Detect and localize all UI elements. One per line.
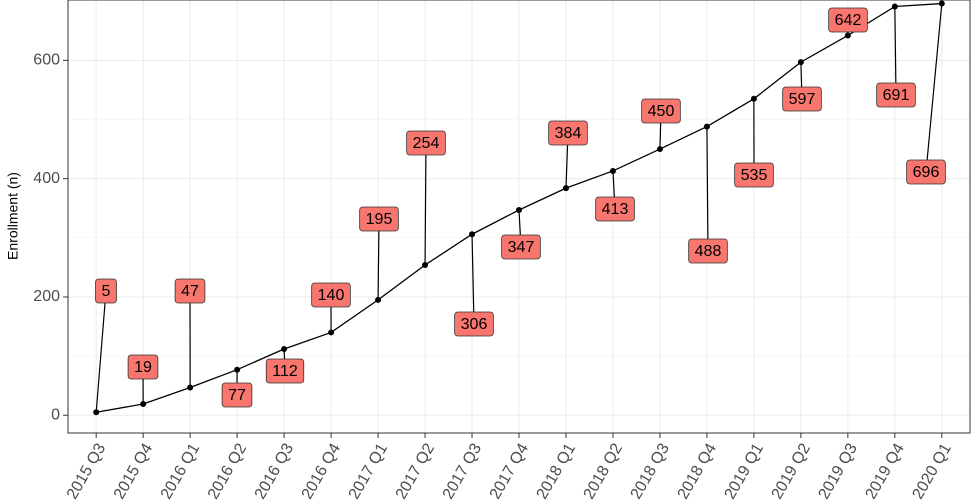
point (750, 95, 757, 102)
value-label: 77 (228, 387, 246, 404)
value-label: 691 (883, 87, 910, 104)
x-tick-label: 2019 Q1 (722, 441, 767, 500)
value-label: 19 (134, 359, 152, 376)
value-label: 488 (695, 243, 722, 260)
point (187, 384, 194, 391)
value-label: 112 (272, 363, 298, 380)
y-tick-label: 0 (51, 406, 60, 423)
y-axis-label: Enrollment (n) (5, 172, 21, 260)
value-label: 642 (835, 12, 862, 29)
value-label-box (828, 7, 868, 33)
value-label-box (95, 278, 117, 304)
x-tick-label: 2019 Q2 (769, 441, 814, 500)
point (234, 366, 241, 373)
value-label-box (641, 98, 681, 124)
point (797, 59, 804, 66)
value-label-box (454, 311, 494, 337)
x-tick-label: 2019 Q4 (863, 441, 908, 500)
value-label-box (548, 120, 588, 146)
value-label-box (359, 206, 399, 232)
value-label-box (501, 234, 541, 260)
point (469, 231, 476, 238)
x-tick-label: 2016 Q4 (299, 441, 344, 500)
point (609, 167, 616, 174)
point (328, 329, 335, 336)
x-tick-label: 2017 Q4 (487, 441, 532, 500)
y-tick-label: 600 (33, 52, 60, 69)
x-tick-label: 2019 Q3 (816, 441, 861, 500)
x-tick-label: 2017 Q2 (393, 441, 438, 500)
point (281, 346, 288, 353)
value-label: 535 (741, 167, 768, 184)
x-tick-label: 2017 Q1 (346, 441, 391, 500)
point (938, 0, 945, 7)
x-tick-label: 2018 Q2 (581, 441, 626, 500)
value-label-box (265, 358, 305, 384)
x-tick-label: 2016 Q1 (158, 441, 203, 500)
value-label-box (311, 282, 351, 308)
y-tick-label: 400 (33, 170, 60, 187)
label-connector (377, 218, 380, 300)
point (891, 3, 898, 10)
value-label-box (688, 238, 728, 264)
value-label: 254 (413, 135, 440, 152)
value-label-box (734, 162, 774, 188)
value-label-box (221, 382, 253, 408)
x-tick-label: 2018 Q3 (628, 441, 673, 500)
x-tick-label: 2018 Q4 (675, 441, 720, 500)
point (140, 401, 147, 408)
value-label-box (595, 196, 635, 222)
point (422, 262, 429, 269)
point (844, 32, 851, 39)
value-label: 597 (789, 91, 816, 108)
value-label: 450 (648, 103, 675, 120)
value-label-box (876, 82, 916, 108)
value-label: 47 (181, 283, 199, 300)
value-label: 195 (366, 211, 393, 228)
label-connector (925, 3, 943, 173)
point (375, 296, 382, 303)
value-label: 413 (602, 201, 629, 218)
point (93, 409, 100, 416)
label-connector (424, 142, 427, 266)
value-label: 140 (318, 287, 345, 304)
x-tick-label: 2016 Q3 (252, 441, 297, 500)
value-label: 696 (913, 164, 940, 181)
value-label-box (127, 354, 159, 380)
value-label-box (782, 86, 822, 112)
value-label: 5 (102, 283, 111, 300)
x-tick-label: 2018 Q1 (534, 441, 579, 500)
value-label: 347 (508, 239, 535, 256)
value-label-box (406, 130, 446, 156)
x-tick-label: 2015 Q3 (64, 441, 109, 500)
value-label-box (174, 278, 206, 304)
point (703, 123, 710, 130)
x-tick-label: 2017 Q3 (440, 441, 485, 500)
point (516, 206, 522, 213)
label-connector (894, 6, 897, 96)
point (656, 146, 663, 153)
value-label-box (906, 159, 946, 185)
label-connector (706, 126, 709, 252)
value-label: 384 (555, 125, 582, 142)
label-connector (471, 234, 475, 325)
x-tick-label: 2016 Q2 (205, 441, 250, 500)
point (562, 185, 569, 192)
x-tick-label: 2015 Q4 (111, 441, 156, 500)
x-tick-label: 2020 Q1 (910, 441, 955, 500)
label-connector (95, 290, 107, 413)
y-tick-label: 200 (33, 288, 60, 305)
value-label: 306 (461, 316, 488, 333)
